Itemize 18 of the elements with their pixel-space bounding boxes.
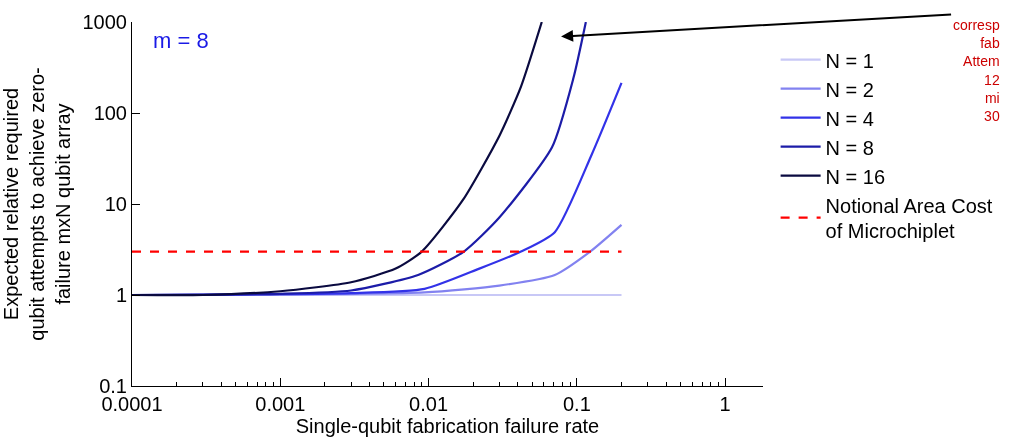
legend-label: N = 16	[825, 165, 886, 188]
y-tick-label: 10	[104, 193, 127, 215]
legend-label: Notional Area Cost of Microchiplet	[825, 194, 993, 243]
x-tick-label: 1	[719, 393, 731, 415]
x-tick-label: 0.01	[409, 393, 449, 415]
x-tick-label: 0.001	[255, 393, 306, 415]
y-axis-title: Expected relative required qubit attempts to achieve zero- failure mxN qubit array	[0, 67, 74, 341]
y-tick-label: 1000	[82, 11, 127, 33]
legend-label: N = 1	[825, 49, 874, 72]
y-tick-label: 100	[93, 102, 127, 124]
x-tick-label: 0.1	[562, 393, 591, 415]
legend-label: N = 4	[825, 107, 874, 130]
text: corresp fab Attem 12 mi 30	[953, 17, 1000, 124]
x-axis-title: Single-qubit fabrication failure rate	[295, 415, 600, 437]
annotation: m = 8	[153, 28, 209, 53]
y-tick-label: 1	[115, 284, 127, 306]
legend-label: N = 8	[825, 136, 874, 159]
legend-label: N = 2	[825, 78, 874, 101]
